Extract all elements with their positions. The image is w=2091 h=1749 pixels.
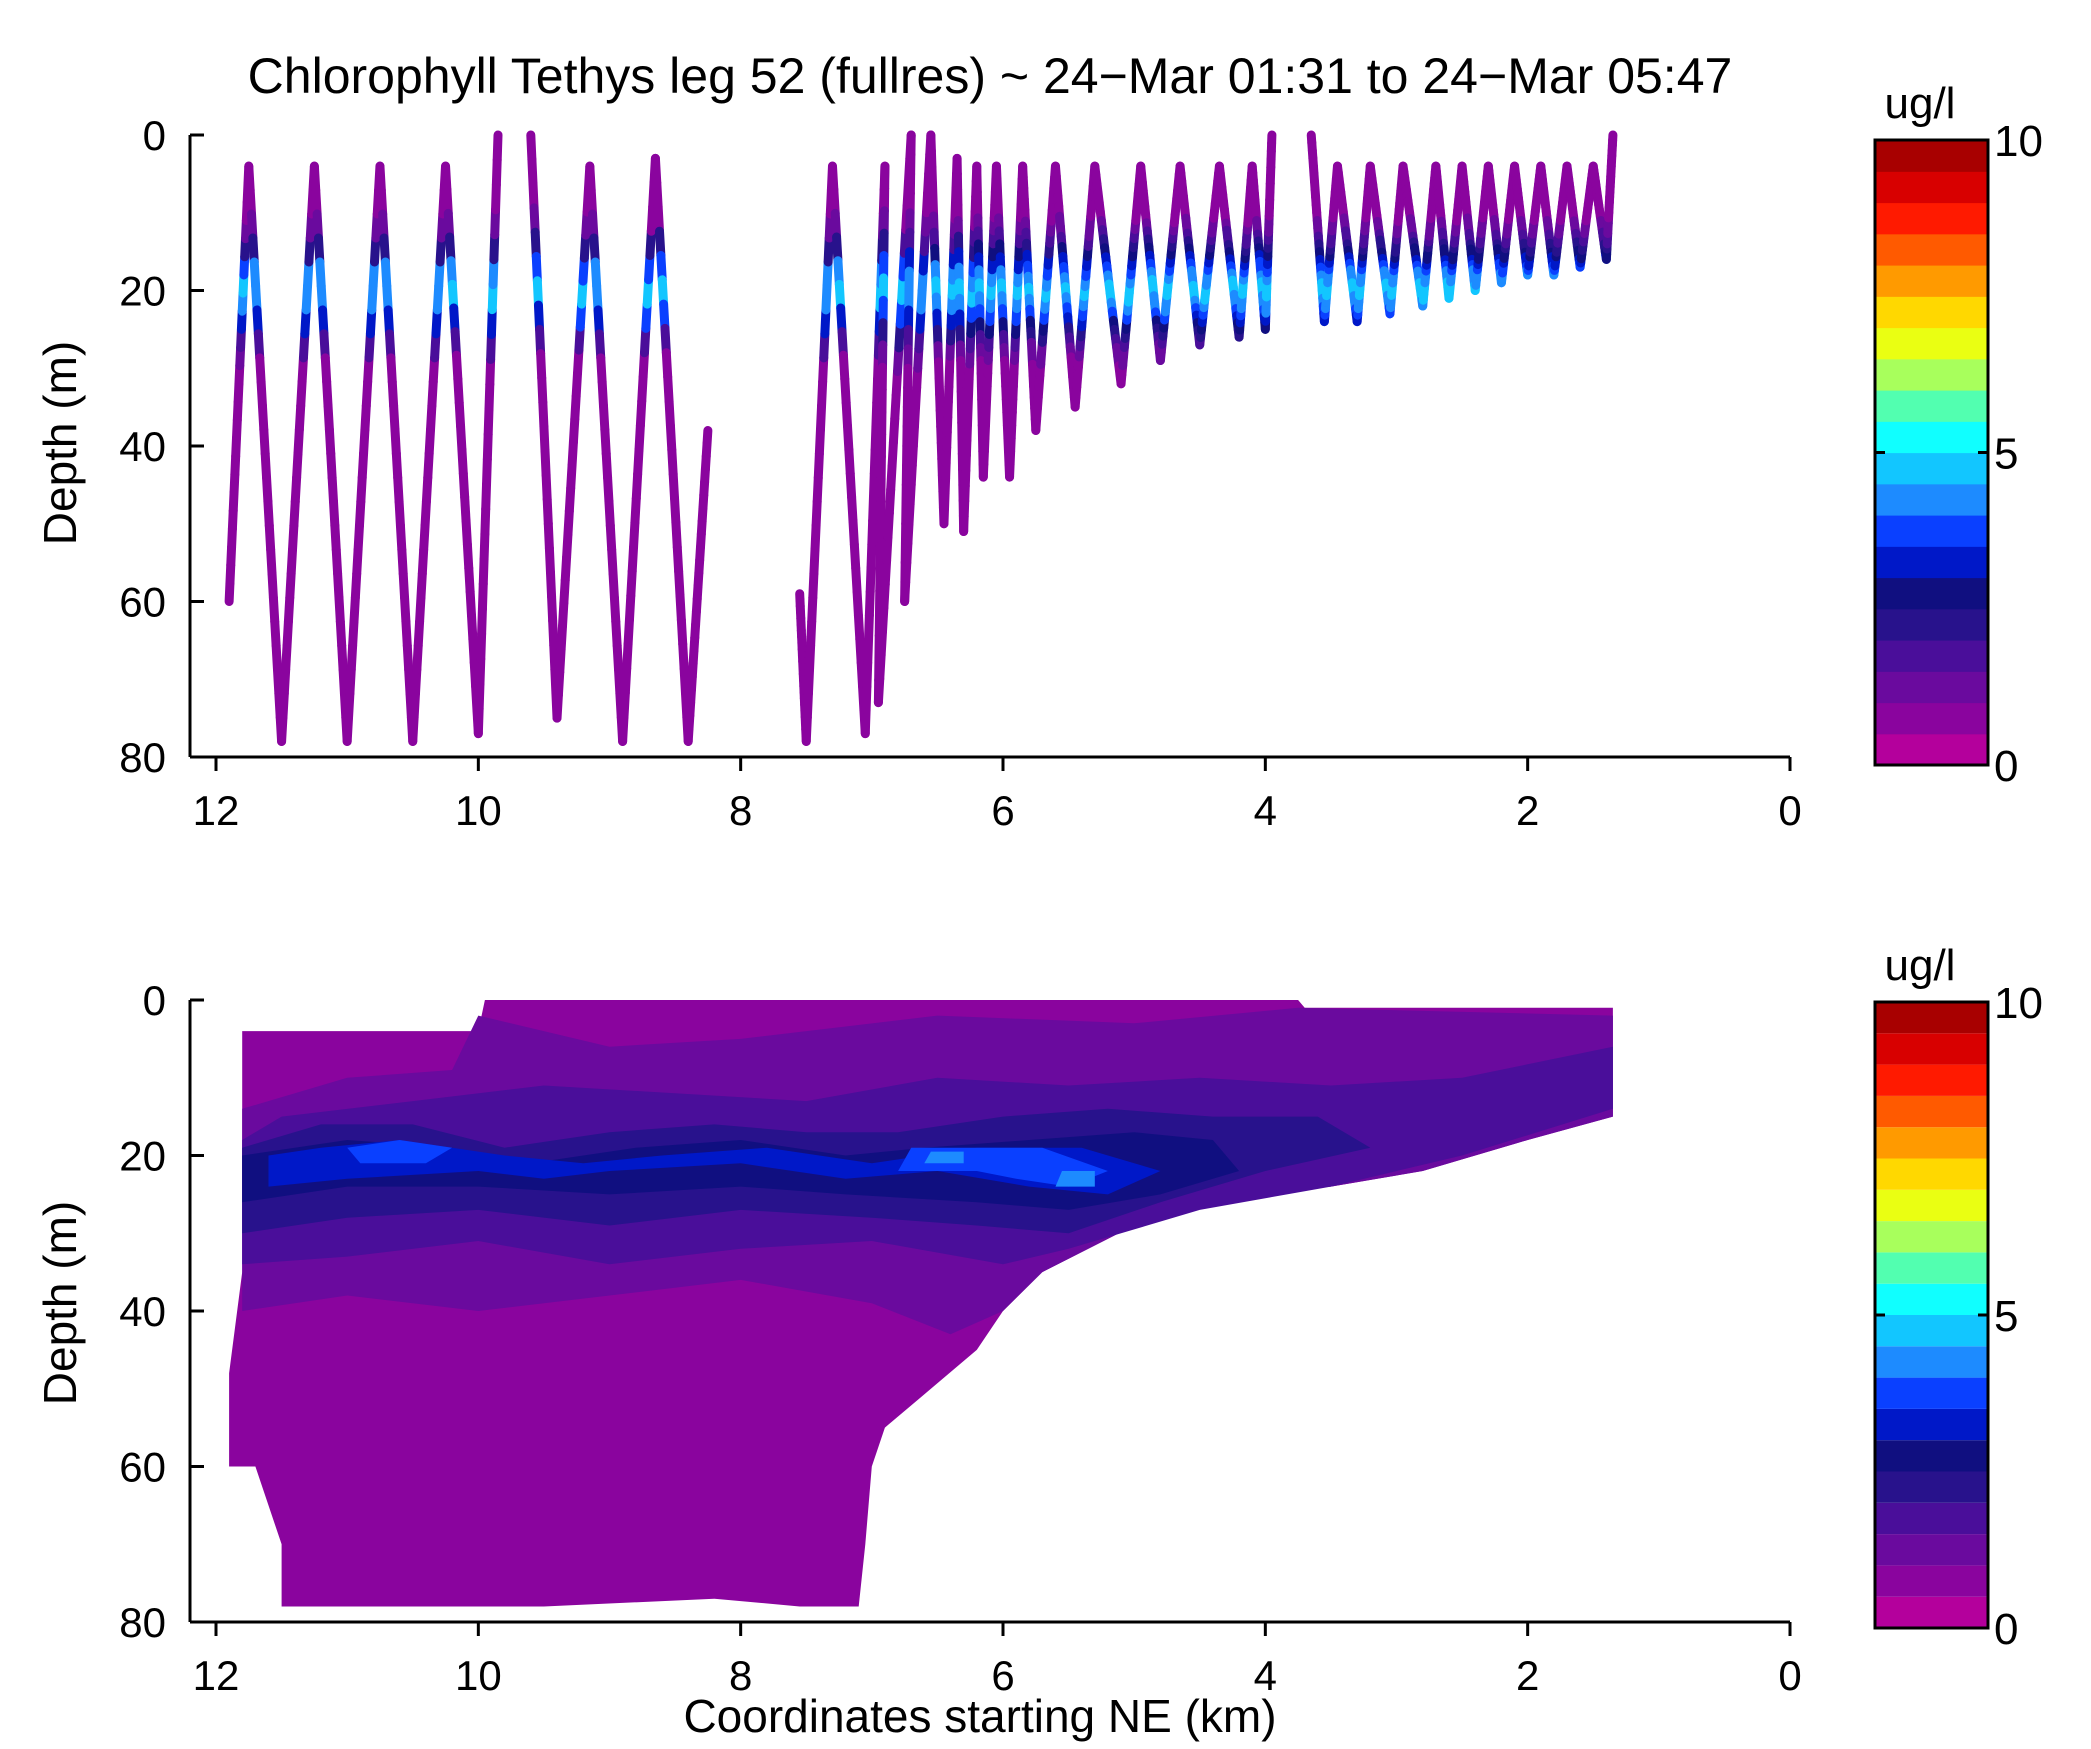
contour-colorbar-band <box>1875 1471 1988 1503</box>
trajectory-x-tick-label: 10 <box>455 787 502 834</box>
contour-y-tick-label: 0 <box>143 977 166 1024</box>
contour-colorbar-band <box>1875 1346 1988 1378</box>
contour-x-tick-label: 12 <box>193 1652 240 1699</box>
contour-colorbar-band <box>1875 1158 1988 1190</box>
contour-colorbar-band <box>1875 1502 1988 1535</box>
trajectory-y-tick-label: 40 <box>119 423 166 470</box>
contour-x-tick-label: 4 <box>1254 1652 1277 1699</box>
contour-colorbar-band <box>1875 1221 1988 1253</box>
trajectory-colorbar-band <box>1875 608 1988 641</box>
trajectory-colorbar-band <box>1875 640 1988 672</box>
trajectory-x-tick-label: 0 <box>1778 787 1801 834</box>
trajectory-y-axis-label: Depth (m) <box>34 341 86 545</box>
trajectory-colorbar-band <box>1875 171 1988 204</box>
contour-colorbar-band <box>1875 1534 1988 1566</box>
contour-colorbar-band <box>1875 1252 1988 1284</box>
contour-y-tick-label: 20 <box>119 1133 166 1180</box>
contour-colorbar-label: ug/l <box>1885 941 1956 990</box>
trajectory-colorbar-band <box>1875 671 1988 704</box>
trajectory-colorbar-band <box>1875 577 1988 610</box>
contour-colorbar-band <box>1875 1189 1988 1222</box>
trajectory-colorbar-band <box>1875 546 1988 579</box>
trajectory-y-tick-label: 0 <box>143 112 166 159</box>
trajectory-x-tick-label: 8 <box>729 787 752 834</box>
trajectory-colorbar-tick-label: 5 <box>1994 430 2018 479</box>
contour-colorbar-band <box>1875 1565 1988 1597</box>
trajectory-colorbar-band <box>1875 140 1988 172</box>
trajectory-colorbar-band <box>1875 702 1988 735</box>
trajectory-colorbar-band <box>1875 265 1988 297</box>
contour-colorbar: 0 5 10 <box>1873 979 2043 1654</box>
trajectory-segment <box>702 425 713 448</box>
contour-colorbar-band <box>1875 1064 1988 1096</box>
trajectory-x-tick-label: 6 <box>991 787 1014 834</box>
contour-x-axis-label: Coordinates starting NE (km) <box>683 1690 1276 1742</box>
trajectory-colorbar-tick-label: 0 <box>1994 742 2018 791</box>
contour-colorbar-band <box>1875 1002 1988 1034</box>
contour-level-region <box>347 1140 453 1164</box>
contour-colorbar-band <box>1875 1283 1988 1315</box>
contour-colorbar-band <box>1875 1440 1988 1472</box>
figure-title: Chlorophyll Tethys leg 52 (fullres) ~ 24… <box>248 48 1733 104</box>
contour-y-tick-label: 60 <box>119 1444 166 1491</box>
trajectory-colorbar-band <box>1875 358 1988 391</box>
trajectory-colorbar-band <box>1875 452 1988 485</box>
trajectory-y-tick-label: 80 <box>119 734 166 781</box>
trajectory-colorbar-band <box>1875 390 1988 422</box>
trajectory-colorbar-band <box>1875 515 1988 547</box>
trajectory-y-tick-label: 20 <box>119 268 166 315</box>
contour-level-region <box>1055 1171 1095 1187</box>
contour-colorbar-tick-label: 10 <box>1994 979 2043 1028</box>
contour-colorbar-band <box>1875 1408 1988 1441</box>
trajectory-segment <box>492 130 503 165</box>
trajectory-x-tick-label: 2 <box>1516 787 1539 834</box>
trajectory-y-tick-label: 60 <box>119 579 166 626</box>
contour-colorbar-tick-label: 5 <box>1994 1292 2018 1341</box>
contour-x-tick-label: 10 <box>455 1652 502 1699</box>
trajectory-colorbar-tick-label: 10 <box>1994 117 2043 166</box>
trajectory-colorbar-band <box>1875 327 1988 360</box>
trajectory-colorbar-band <box>1875 421 1988 454</box>
trajectory-colorbar-band <box>1875 733 1988 766</box>
contour-y-tick-label: 40 <box>119 1288 166 1335</box>
contour-colorbar-tick-label: 0 <box>1994 1605 2018 1654</box>
contour-x-tick-label: 0 <box>1778 1652 1801 1699</box>
contour-x-tick-label: 6 <box>991 1652 1014 1699</box>
trajectory-colorbar: 0 5 10 <box>1873 117 2043 791</box>
contour-x-tick-label: 8 <box>729 1652 752 1699</box>
contour-plot-area <box>229 1000 1613 1607</box>
contour-colorbar-band <box>1875 1377 1988 1409</box>
trajectory-colorbar-band <box>1875 483 1988 516</box>
trajectory-x-tick-label: 4 <box>1254 787 1277 834</box>
contour-y-axis-label: Depth (m) <box>34 1201 86 1405</box>
contour-x-tick-label: 2 <box>1516 1652 1539 1699</box>
trajectory-colorbar-band <box>1875 202 1988 235</box>
contour-level-region <box>924 1151 964 1164</box>
contour-colorbar-band <box>1875 1127 1988 1159</box>
trajectory-colorbar-label: ug/l <box>1885 79 1956 128</box>
contour-y-tick-label: 80 <box>119 1599 166 1646</box>
trajectory-colorbar-band <box>1875 296 1988 329</box>
trajectory-x-tick-label: 12 <box>193 787 240 834</box>
trajectory-colorbar-band <box>1875 233 1988 266</box>
contour-colorbar-band <box>1875 1033 1988 1065</box>
trajectory-plot-area <box>224 130 1618 746</box>
contour-colorbar-band <box>1875 1596 1988 1628</box>
contour-colorbar-band <box>1875 1315 1988 1347</box>
contour-colorbar-band <box>1875 1095 1988 1128</box>
